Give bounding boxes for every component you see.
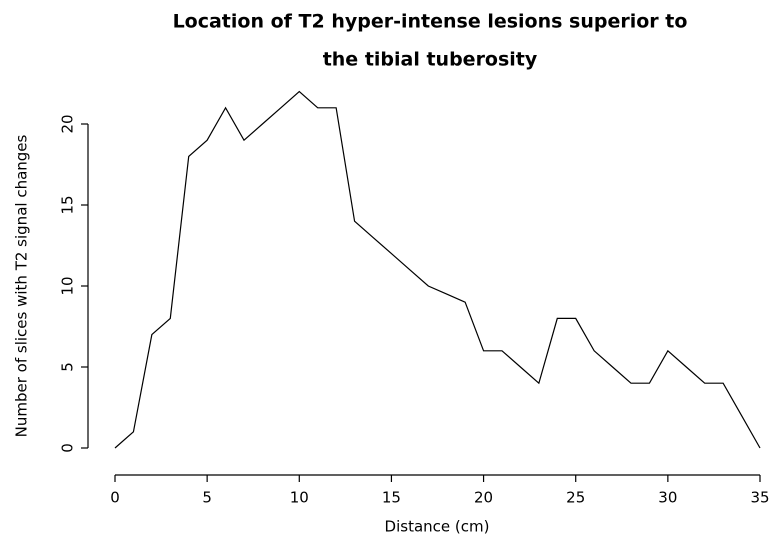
data-line <box>114 90 761 449</box>
x-tick-label: 25 <box>566 489 585 507</box>
y-tick-label: 5 <box>59 362 77 372</box>
x-tick-label: 5 <box>202 489 212 507</box>
x-tick-label: 30 <box>658 489 677 507</box>
x-tick-label: 20 <box>474 489 493 507</box>
y-axis-label: Number of slices with T2 signal changes <box>13 134 31 437</box>
chart-title: the tibial tuberosity <box>323 49 538 71</box>
x-tick-label: 10 <box>290 489 309 507</box>
x-tick-label: 15 <box>382 489 401 507</box>
x-tick-label: 35 <box>750 489 769 507</box>
x-axis-label: Distance (cm) <box>385 518 490 536</box>
chart-title: Location of T2 hyper-intense lesions sup… <box>173 11 688 33</box>
y-tick-label: 0 <box>59 443 77 453</box>
x-tick-label: 0 <box>110 489 120 507</box>
y-tick-label: 15 <box>59 195 77 214</box>
y-tick-label: 10 <box>59 276 77 295</box>
y-tick-label: 20 <box>59 114 77 133</box>
